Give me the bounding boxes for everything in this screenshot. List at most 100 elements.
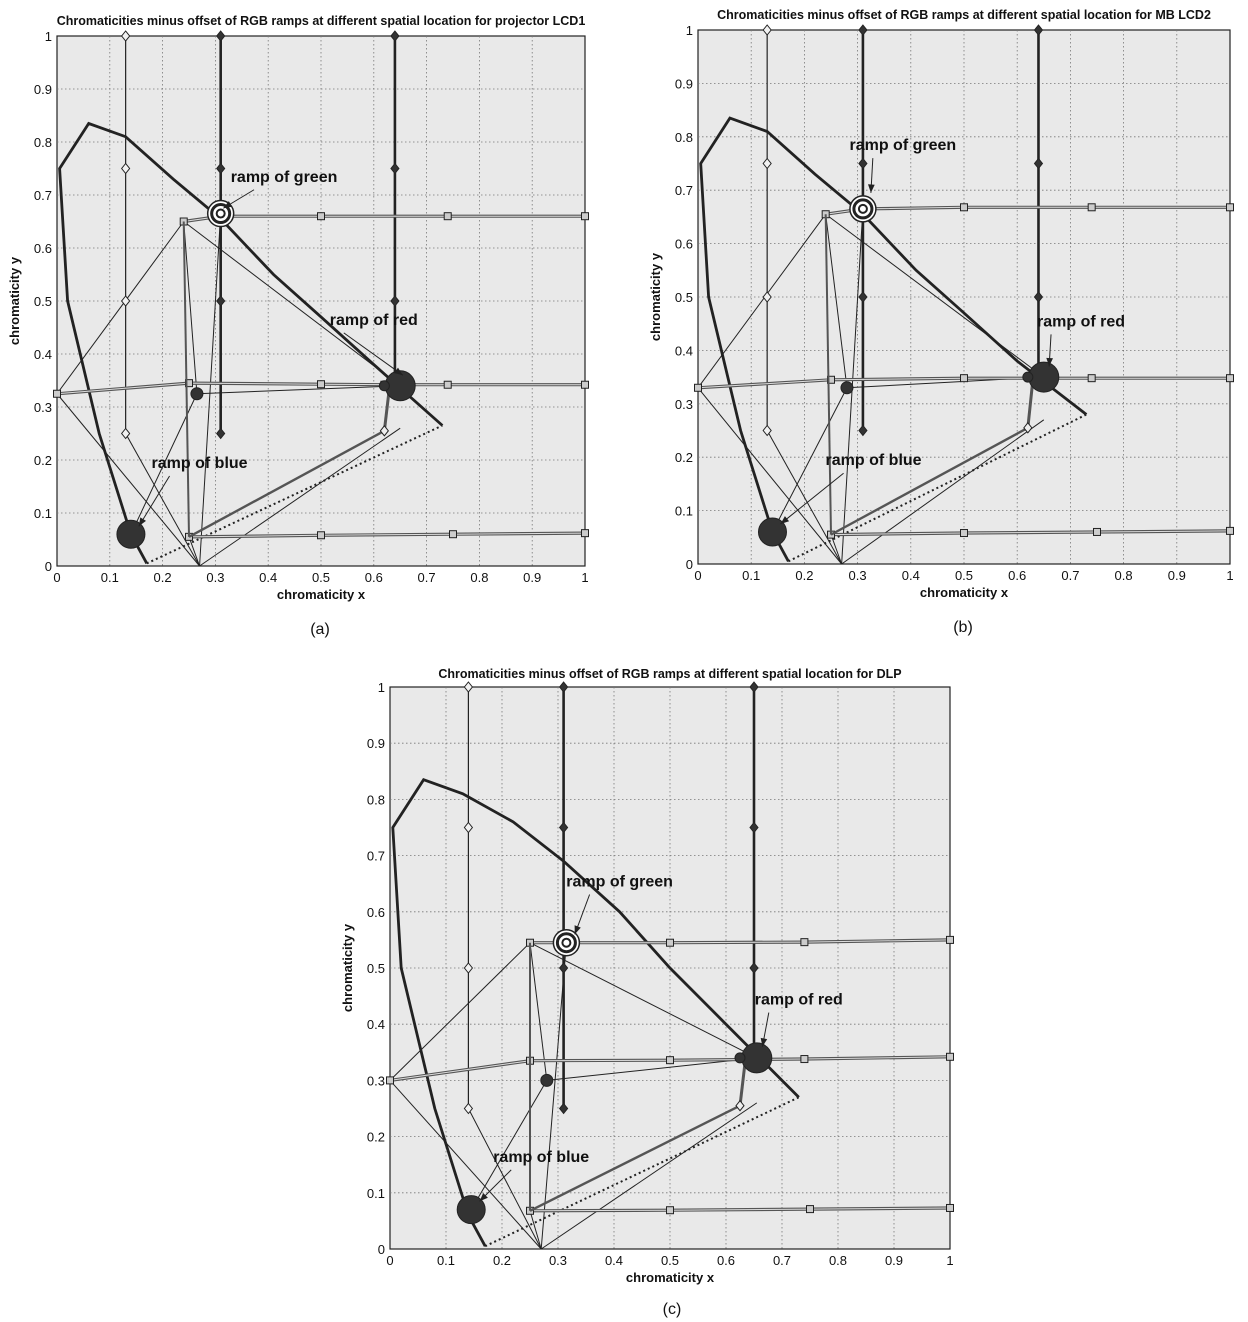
x-tick-label: 0.6 [365,570,383,585]
square-marker [1226,374,1234,383]
y-tick-label: 0.8 [367,792,385,807]
x-tick-label: 0.5 [955,568,973,583]
ramp-edge-line [824,214,832,535]
annotation-label: ramp of blue [152,455,248,472]
diamond-marker [1033,24,1044,36]
x-axis-label: chromaticity x [626,1270,715,1285]
x-tick-label: 1 [946,1253,953,1268]
y-tick-label: 0.1 [34,506,52,521]
annotation-arrowhead [479,1193,488,1202]
x-tick-label: 0.3 [206,570,224,585]
horizontal-ramp-line-inner [56,382,585,395]
square-marker [317,531,325,540]
horizontal-ramp-line-inner [529,1207,951,1212]
square-marker [960,529,968,538]
square-marker [443,212,452,221]
y-tick-label: 0.5 [675,290,693,305]
chart-title: Chromaticities minus offset of RGB ramps… [57,14,586,28]
red-ramp-line [196,385,401,395]
square-marker [800,1055,809,1064]
diamond-marker [390,30,400,42]
diamond-marker [762,424,772,437]
diamond-marker [120,295,131,307]
square-marker [581,529,589,538]
y-axis-label: chromaticity y [7,256,22,345]
y-tick-label: 0.2 [367,1130,385,1145]
x-tick-label: 1 [581,570,588,585]
diamond-marker [558,962,569,974]
square-marker [1226,526,1234,535]
offset-line [697,387,843,565]
x-tick-label: 0.7 [1061,568,1079,583]
chart-title: Chromaticities minus offset of RGB ramps… [717,8,1211,22]
diamond-marker [379,425,390,437]
annotation-label: ramp of blue [493,1149,589,1166]
x-tick-label: 0.2 [795,568,813,583]
offset-line [389,1080,542,1250]
x-tick-label: 0.4 [259,570,277,585]
diamond-marker [216,162,226,175]
diamond-marker [120,427,131,440]
square-marker [666,1056,674,1065]
gamut-line [529,942,758,1059]
y-tick-label: 0.8 [675,130,693,145]
square-marker [800,938,809,947]
blue-ramp-line [470,1080,548,1210]
offset-line [529,1210,542,1250]
blue-primary-dot [116,519,146,549]
y-tick-label: 0.9 [34,82,52,97]
diamond-marker [762,24,772,36]
x-tick-label: 0.1 [742,568,760,583]
y-tick-label: 0.3 [34,400,52,415]
square-marker [960,203,968,212]
x-tick-label: 0.9 [885,1253,903,1268]
offset-line [467,1108,542,1250]
square-marker [386,1076,394,1085]
blue-ramp-line [130,393,198,535]
y-tick-label: 1 [378,680,385,695]
x-tick-label: 0.1 [101,570,119,585]
horizontal-ramp-line-inner [530,939,951,944]
square-marker [666,938,674,947]
y-tick-label: 1 [45,29,52,44]
square-marker [694,383,702,392]
red-ramp-line [546,1057,757,1081]
y-tick-label: 0 [686,557,693,572]
x-tick-label: 0.2 [154,570,172,585]
y-tick-label: 0.7 [675,183,693,198]
square-marker [806,1205,814,1214]
red-ramp-start-dot [1022,371,1034,383]
y-tick-label: 0.5 [34,294,52,309]
ramp-edge-line [529,1104,741,1212]
green-primary-ring [561,937,572,948]
y-tick-label: 0.2 [675,450,693,465]
panel-caption: (b) [953,619,973,636]
diamond-marker [463,1102,474,1115]
x-tick-label: 0.4 [902,568,920,583]
y-tick-label: 0.4 [367,1017,385,1032]
square-marker [1087,203,1096,212]
y-tick-label: 0 [378,1242,385,1257]
x-tick-label: 0.9 [523,570,541,585]
diamond-marker [216,427,226,440]
annotation-arrow [780,472,844,525]
offset-line [830,534,843,565]
diamond-marker [216,30,226,42]
red-ramp-start-dot [378,380,390,392]
diamond-marker [120,162,131,175]
red-ramp-start-dot [734,1052,746,1064]
diamond-marker [1033,157,1044,170]
square-marker [581,212,589,221]
offset-line [56,221,185,395]
x-tick-label: 0.8 [470,570,488,585]
x-tick-label: 0.3 [549,1253,567,1268]
y-tick-label: 0.2 [34,453,52,468]
annotation-arrowhead [223,201,233,209]
square-marker [1087,374,1096,383]
gamut-line [841,419,1045,565]
square-marker [1093,527,1101,536]
x-tick-label: 0.2 [493,1253,511,1268]
ramp-edge-line [188,429,385,538]
y-tick-label: 0.6 [34,241,52,256]
y-tick-label: 0.1 [675,504,693,519]
